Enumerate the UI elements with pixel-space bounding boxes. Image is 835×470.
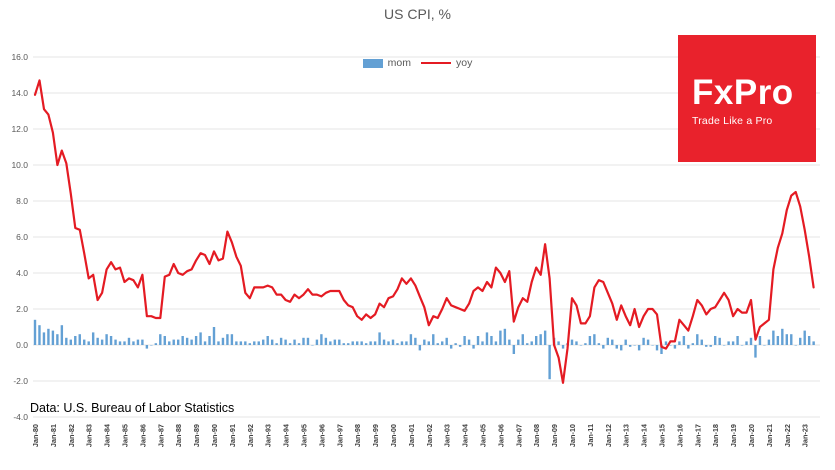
x-axis-tick-label: Jan-18 [711, 424, 720, 447]
fxpro-logo-tagline: Trade Like a Pro [692, 114, 773, 127]
y-axis-tick-label: 8.0 [16, 196, 28, 206]
x-axis-tick-label: Jan-12 [604, 424, 613, 447]
mom-bar-swatch-icon [362, 58, 383, 68]
x-axis-tick-label: Jan-20 [747, 424, 756, 447]
x-axis-tick-label: Jan-13 [622, 424, 631, 447]
x-axis-tick-label: Jan-19 [729, 424, 738, 447]
x-axis-tick-label: Jan-22 [783, 424, 792, 447]
y-axis-tick-label: 4.0 [16, 268, 28, 278]
legend-item-mom[interactable]: mom [362, 57, 411, 69]
x-axis-tick-label: Jan-08 [532, 424, 541, 447]
data-source-note: Data: U.S. Bureau of Labor Statistics [30, 401, 235, 415]
x-axis-tick-label: Jan-03 [443, 424, 452, 447]
fxpro-logo: FxPro Trade Like a Pro [678, 35, 816, 162]
x-axis-tick-label: Jan-02 [425, 424, 434, 447]
y-axis-tick-label: 0.0 [16, 340, 28, 350]
x-axis-tick-label: Jan-11 [586, 424, 595, 447]
x-axis-tick-label: Jan-83 [85, 424, 94, 447]
x-axis-tick-label: Jan-87 [156, 424, 165, 447]
legend-mom-label: mom [387, 57, 411, 69]
chart-legend: mom yoy [0, 57, 835, 69]
chart-title: US CPI, % [384, 6, 451, 22]
x-axis-tick-label: Jan-88 [174, 424, 183, 447]
x-axis-tick-label: Jan-84 [103, 423, 112, 447]
y-axis-tick-label: 16.0 [11, 52, 28, 62]
x-axis-tick-label: Jan-99 [371, 424, 380, 447]
x-axis-tick-label: Jan-86 [138, 424, 147, 447]
x-axis-tick-label: Jan-94 [282, 423, 291, 447]
x-axis-tick-label: Jan-00 [389, 424, 398, 447]
x-axis-tick-label: Jan-05 [479, 424, 488, 447]
x-axis-tick-label: Jan-92 [246, 424, 255, 447]
x-axis-tick-label: Jan-04 [461, 423, 470, 447]
x-axis-tick-label: Jan-14 [640, 423, 649, 447]
x-axis-tick-label: Jan-10 [568, 424, 577, 447]
x-axis-tick-label: Jan-23 [801, 424, 810, 447]
y-axis-tick-label: 2.0 [16, 304, 28, 314]
legend-yoy-label: yoy [456, 57, 473, 69]
x-axis-tick-label: Jan-15 [658, 424, 667, 447]
y-axis-tick-label: 14.0 [11, 88, 28, 98]
x-axis-tick-label: Jan-82 [67, 424, 76, 447]
fxpro-logo-name: FxPro [692, 73, 794, 112]
x-axis-tick-label: Jan-90 [210, 424, 219, 447]
y-axis-tick-label: -4.0 [13, 412, 28, 422]
x-axis-tick-label: Jan-96 [317, 424, 326, 447]
x-axis-tick-label: Jan-81 [49, 424, 58, 447]
x-axis-tick-label: Jan-17 [693, 424, 702, 447]
x-axis-tick-label: Jan-97 [335, 424, 344, 447]
x-axis-tick-label: Jan-91 [228, 424, 237, 447]
legend-item-yoy[interactable]: yoy [421, 57, 472, 69]
x-axis-tick-label: Jan-98 [353, 424, 362, 447]
x-axis-tick-label: Jan-01 [407, 424, 416, 447]
x-axis-tick-label: Jan-80 [31, 424, 40, 447]
x-axis-tick-label: Jan-93 [264, 424, 273, 447]
x-axis-tick-label: Jan-95 [300, 424, 309, 447]
x-axis-tick-label: Jan-89 [192, 424, 201, 447]
x-axis-tick-label: Jan-07 [514, 424, 523, 447]
x-axis-tick-label: Jan-09 [550, 424, 559, 447]
yoy-line-swatch-icon [421, 61, 451, 65]
x-axis-tick-label: Jan-21 [765, 424, 774, 447]
x-axis-tick-label: Jan-06 [496, 424, 505, 447]
y-axis-tick-label: 10.0 [11, 160, 28, 170]
x-axis-tick-label: Jan-85 [121, 424, 130, 447]
y-axis-tick-label: 12.0 [11, 124, 28, 134]
y-axis-tick-label: -2.0 [13, 376, 28, 386]
x-axis-tick-label: Jan-16 [675, 424, 684, 447]
y-axis-tick-label: 6.0 [16, 232, 28, 242]
